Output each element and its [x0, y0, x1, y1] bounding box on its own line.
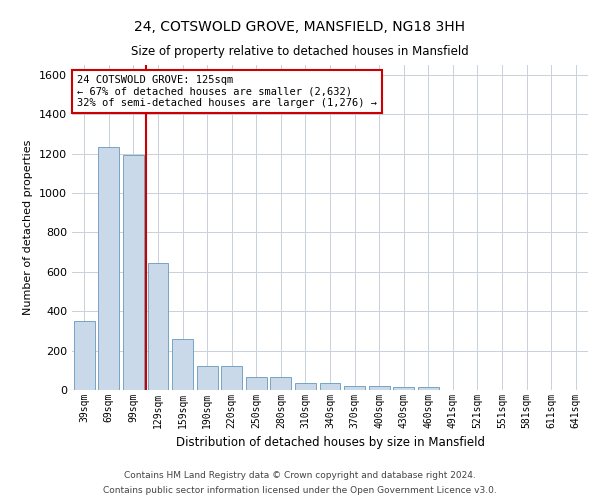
Text: 24, COTSWOLD GROVE, MANSFIELD, NG18 3HH: 24, COTSWOLD GROVE, MANSFIELD, NG18 3HH [134, 20, 466, 34]
Bar [221, 366, 242, 390]
Bar [98, 146, 119, 390]
Bar [368, 386, 389, 390]
Bar [295, 383, 316, 390]
Bar [418, 387, 439, 390]
X-axis label: Distribution of detached houses by size in Mansfield: Distribution of detached houses by size … [176, 436, 485, 450]
Y-axis label: Number of detached properties: Number of detached properties [23, 140, 34, 315]
Text: Contains public sector information licensed under the Open Government Licence v3: Contains public sector information licen… [103, 486, 497, 495]
Bar [197, 366, 218, 390]
Text: 24 COTSWOLD GROVE: 125sqm
← 67% of detached houses are smaller (2,632)
32% of se: 24 COTSWOLD GROVE: 125sqm ← 67% of detac… [77, 74, 377, 108]
Text: Contains HM Land Registry data © Crown copyright and database right 2024.: Contains HM Land Registry data © Crown c… [124, 471, 476, 480]
Bar [271, 377, 292, 390]
Bar [123, 154, 144, 390]
Bar [344, 386, 365, 390]
Text: Size of property relative to detached houses in Mansfield: Size of property relative to detached ho… [131, 45, 469, 58]
Bar [320, 383, 340, 390]
Bar [148, 263, 169, 390]
Bar [172, 339, 193, 390]
Bar [74, 321, 95, 390]
Bar [393, 387, 414, 390]
Bar [246, 377, 267, 390]
